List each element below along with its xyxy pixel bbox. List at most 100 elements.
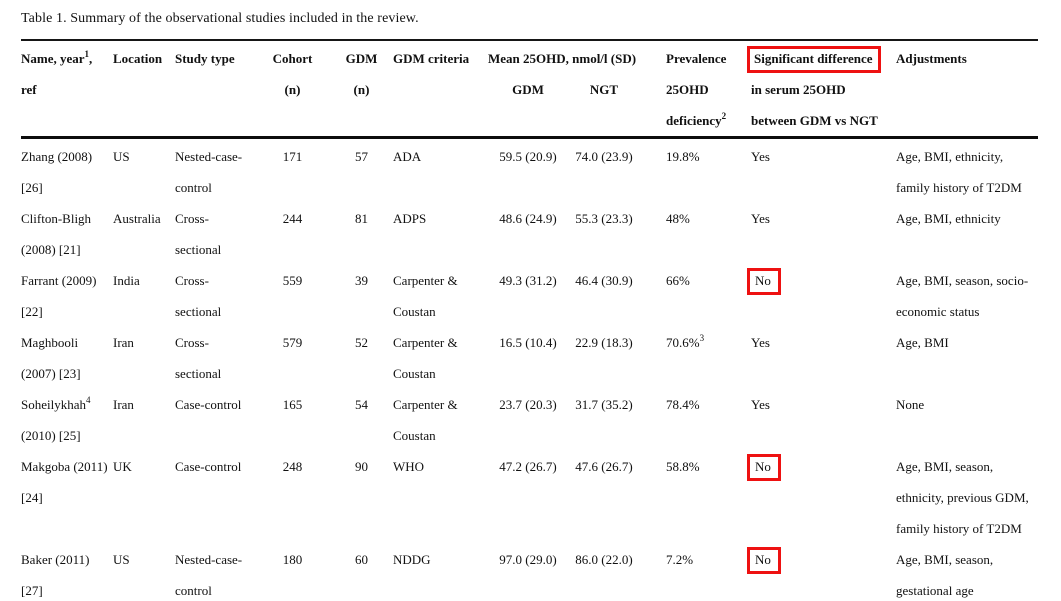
table-caption: Table 1. Summary of the observational st…	[21, 11, 419, 26]
col-header-mean-25ohd: Mean 25OHD, nmol/l (SD)	[488, 39, 640, 74]
cell-study-type: Case-control	[175, 397, 242, 412]
significant-value: No	[755, 552, 771, 567]
table-row-soheilykhah: Soheilykhah4 (2010) [25] Iran Case-contr…	[21, 389, 1038, 451]
cell-location: India	[113, 273, 140, 288]
empty-header-cell	[896, 105, 1038, 139]
cell-adjustments: Age, BMI, ethnicity	[896, 211, 1001, 226]
col-header-cohort-n: (n)	[284, 82, 301, 97]
cell-adjustments: Age, BMI, ethnicity, family history of T…	[896, 149, 1022, 195]
red-highlight-box: No	[747, 454, 781, 481]
prevalence-value: 70.6%	[666, 335, 700, 350]
footnote-marker-3: 3	[699, 332, 705, 343]
cell-name: Soheilykhah4 (2010) [25]	[21, 389, 113, 451]
table-row-farrant: Farrant (2009) [22] India Cross-sectiona…	[21, 265, 1038, 327]
name-year-ref: (2010) [25]	[21, 428, 81, 443]
significant-value: No	[755, 459, 771, 474]
cell-prevalence: 66%	[666, 273, 690, 288]
cell-gdm-criteria: ADPS	[393, 211, 427, 226]
red-highlight-box: No	[747, 268, 781, 295]
cell-study-type: Cross-sectional	[175, 211, 222, 257]
cell-mean-gdm: 23.7 (20.3)	[499, 397, 557, 412]
cell-gdm-n: 54	[355, 397, 368, 412]
col-header-adjustments: Adjustments	[896, 39, 1038, 74]
col-header-gdm-n: (n)	[353, 82, 370, 97]
empty-header-cell	[21, 105, 113, 139]
cell-mean-gdm: 48.6 (24.9)	[499, 211, 557, 226]
cell-location: UK	[113, 459, 132, 474]
cell-significant: No	[746, 544, 896, 601]
col-header-prevalence: Prevalence	[640, 39, 746, 74]
col-header-cohort: Cohort	[255, 39, 330, 74]
significant-value: No	[755, 273, 771, 288]
cell-study-type: Cross-sectional	[175, 335, 222, 381]
cell-cohort-n: 559	[282, 273, 303, 288]
cell-mean-gdm: 49.3 (31.2)	[499, 273, 557, 288]
cell-gdm-criteria: Carpenter & Coustan	[393, 273, 458, 319]
table-row-maghbooli: Maghbooli (2007) [23] Iran Cross-section…	[21, 327, 1038, 389]
cell-mean-ngt: 22.9 (18.3)	[575, 335, 633, 350]
red-highlight-box: Significant difference	[747, 46, 881, 73]
footnote-marker-1: 1	[84, 48, 90, 59]
cell-location: Australia	[113, 211, 161, 226]
cell-study-type: Nested-case-control	[175, 149, 243, 195]
cell-mean-ngt: 86.0 (22.0)	[575, 552, 633, 567]
header-row-3: deficiency2 between GDM vs NGT	[21, 105, 1038, 139]
cell-gdm-criteria: Carpenter & Coustan	[393, 335, 458, 381]
cell-gdm-n: 60	[355, 552, 368, 567]
col-header-deficiency: deficiency2	[640, 105, 746, 139]
deficiency-label: deficiency	[666, 113, 722, 128]
empty-header-cell	[175, 74, 255, 105]
red-highlight-box: No	[747, 547, 781, 574]
cell-study-type: Nested-case-control	[175, 552, 243, 598]
cell-name: Farrant (2009) [22]	[21, 273, 97, 319]
col-subheader-mean-gdm: GDM	[512, 82, 544, 97]
empty-header-cell	[255, 105, 330, 139]
cell-location: US	[113, 149, 130, 164]
col-header-study-type: Study type	[175, 39, 255, 74]
cell-prevalence: 19.8%	[666, 149, 700, 164]
cell-gdm-criteria: Carpenter & Coustan	[393, 397, 458, 443]
empty-header-cell	[568, 105, 640, 139]
cell-significant: Yes	[751, 149, 770, 164]
cell-gdm-n: 81	[355, 211, 368, 226]
empty-header-cell	[393, 105, 488, 139]
cell-prevalence: 78.4%	[666, 397, 700, 412]
table-row-zhang: Zhang (2008) [26] US Nested-case-control…	[21, 138, 1038, 204]
cell-significant: Yes	[751, 335, 770, 350]
cell-prevalence: 58.8%	[666, 459, 700, 474]
cell-cohort-n: 579	[282, 335, 303, 350]
cell-adjustments: Age, BMI, season, ethnicity, previous GD…	[896, 459, 1029, 536]
header-row-2: ref (n) (n) GDM NGT 25OHD in serum 25OHD	[21, 74, 1038, 105]
cell-gdm-criteria: ADA	[393, 149, 422, 164]
cell-significant: Yes	[751, 397, 770, 412]
cell-gdm-criteria: NDDG	[393, 552, 431, 567]
cell-name: Makgoba (2011) [24]	[21, 459, 108, 505]
col-header-name-year: Name, year1,	[21, 39, 113, 74]
col-header-in-serum: in serum 25OHD	[751, 82, 846, 97]
empty-header-cell	[330, 105, 393, 139]
col-header-name-comma: ,	[89, 51, 93, 66]
table-body: Zhang (2008) [26] US Nested-case-control…	[21, 138, 1038, 601]
cell-mean-gdm: 59.5 (20.9)	[499, 149, 557, 164]
cell-significant: Yes	[751, 211, 770, 226]
cell-name: Zhang (2008) [26]	[21, 149, 93, 195]
empty-header-cell	[393, 74, 488, 105]
cell-cohort-n: 165	[282, 397, 303, 412]
cell-name: Maghbooli (2007) [23]	[21, 335, 81, 381]
header-row-1: Name, year1, Location Study type Cohort …	[21, 39, 1038, 74]
cell-location: US	[113, 552, 130, 567]
cell-mean-ngt: 46.4 (30.9)	[575, 273, 633, 288]
cell-prevalence: 7.2%	[666, 552, 694, 567]
col-header-ref: ref	[21, 82, 37, 97]
cell-prevalence: 48%	[666, 211, 690, 226]
cell-significant: No	[746, 451, 896, 544]
empty-header-cell	[113, 105, 175, 139]
cell-mean-gdm: 97.0 (29.0)	[499, 552, 557, 567]
cell-study-type: Case-control	[175, 459, 242, 474]
cell-gdm-n: 52	[355, 335, 368, 350]
empty-header-cell	[896, 74, 1038, 105]
col-header-prevalence-25ohd: 25OHD	[666, 82, 709, 97]
col-header-gdm-criteria: GDM criteria	[393, 39, 488, 74]
cell-location: Iran	[113, 397, 134, 412]
